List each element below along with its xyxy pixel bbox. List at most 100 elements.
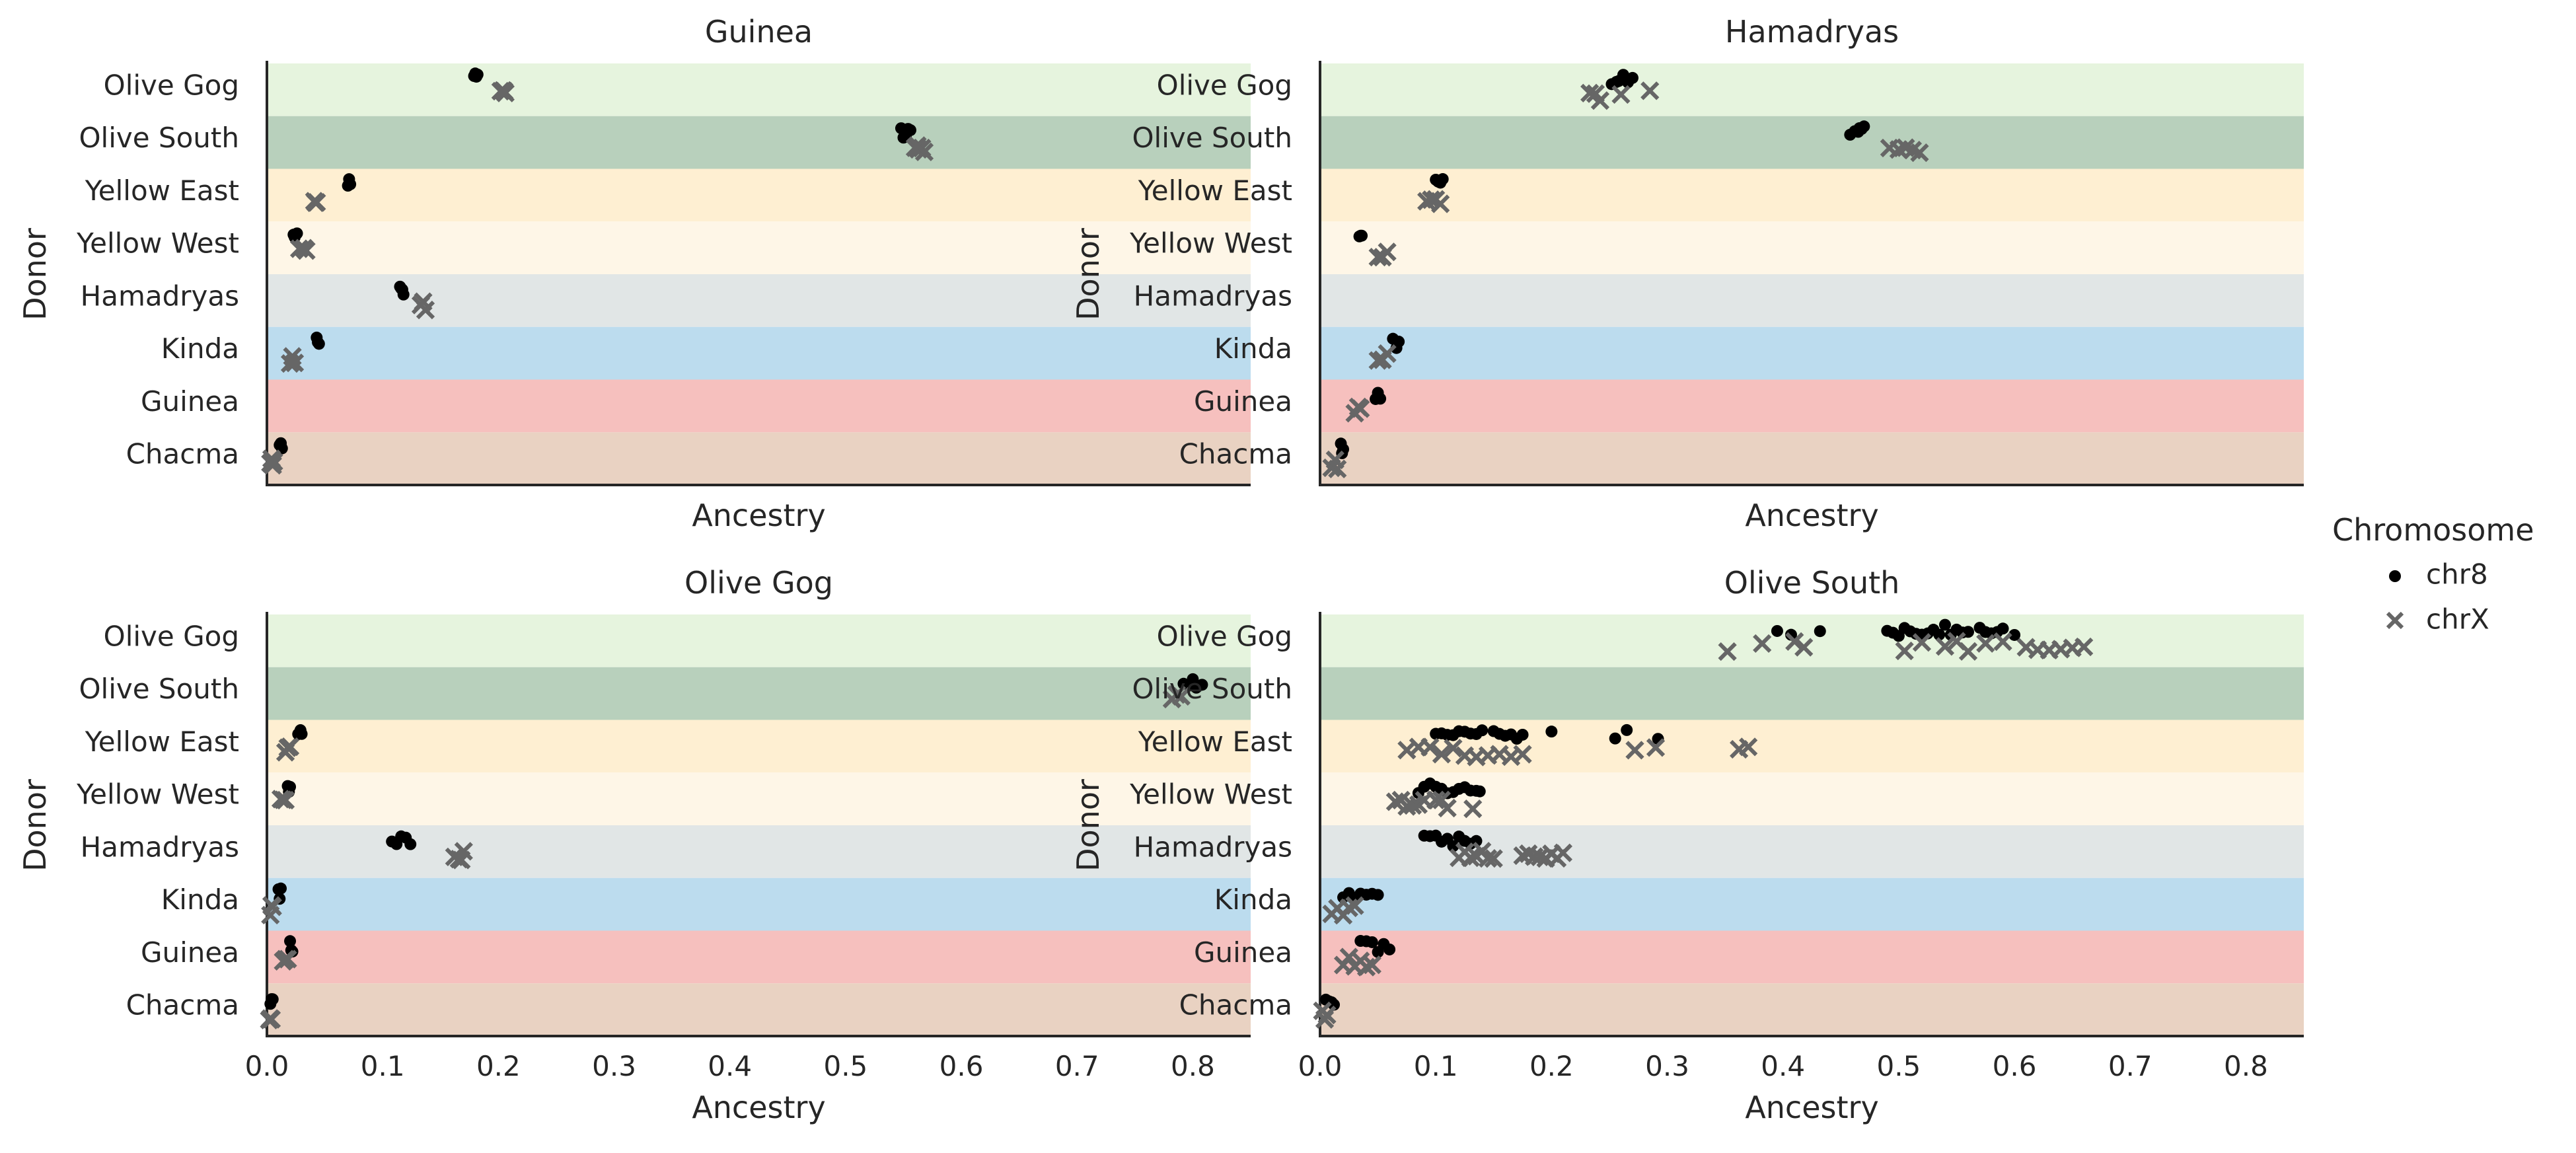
point-chr8 (1328, 998, 1341, 1011)
category-label: Hamadryas (81, 279, 239, 312)
y-axis-label: Donor (1070, 779, 1106, 872)
legend-label-chrx: chrX (2426, 603, 2489, 636)
x-tick-label: 0.4 (708, 1050, 752, 1082)
point-chrx (1739, 737, 1758, 757)
point-chrx (1362, 955, 1381, 975)
x-tick-label: 0.2 (1529, 1050, 1574, 1082)
band-yellow-west (267, 221, 1251, 274)
band-yellow-west (267, 772, 1251, 825)
point-chrx (1958, 642, 1978, 661)
category-label: Yellow East (85, 174, 239, 207)
category-label: Olive South (1132, 122, 1292, 154)
x-mark-icon (2386, 611, 2404, 630)
category-label: Chacma (1179, 989, 1292, 1022)
point-chr8 (1196, 679, 1208, 691)
y-axis-label: Donor (1070, 228, 1106, 320)
point-chr8 (1374, 392, 1387, 405)
band-kinda (267, 877, 1251, 931)
point-chr8 (1853, 122, 1866, 135)
point-chrx (1484, 849, 1503, 868)
point-chrx (1478, 849, 1498, 868)
x-axis-label: Ancestry (692, 498, 825, 533)
category-label: Olive South (79, 673, 239, 705)
point-chrx (1431, 194, 1450, 213)
point-chrx (1646, 738, 1666, 757)
category-label: Yellow East (1138, 725, 1292, 758)
point-chr8 (2008, 628, 2021, 641)
point-chrx (1718, 642, 1737, 661)
category-label: Olive Gog (104, 620, 239, 652)
x-tick-label: 0.8 (2224, 1050, 2268, 1082)
point-chr8 (1997, 622, 2009, 635)
point-chr8 (284, 780, 297, 793)
point-chr8 (1612, 75, 1625, 87)
band-chacma (267, 983, 1251, 1036)
point-chrx (1590, 91, 1610, 110)
point-chr8 (404, 838, 417, 850)
category-label: Olive South (1132, 673, 1292, 705)
point-chr8 (275, 437, 287, 449)
panel-title: Olive South (1724, 565, 1900, 601)
point-chrx (1378, 344, 1397, 363)
dot-icon (2389, 570, 2401, 582)
point-chr8 (1609, 732, 1621, 745)
legend: Chromosome chr8 chrX (2332, 512, 2534, 636)
point-chr8 (1393, 336, 1405, 348)
panel-title: Hamadryas (1725, 14, 1899, 50)
point-chrx (1444, 739, 1463, 758)
point-chrx (262, 1010, 281, 1029)
point-chrx (908, 136, 927, 155)
point-chr8 (284, 935, 297, 948)
point-chr8 (1383, 943, 1396, 955)
category-label: Olive Gog (1157, 620, 1292, 652)
category-label: Kinda (1214, 883, 1292, 916)
point-chrx (1910, 143, 1929, 163)
band-hamadryas (267, 825, 1251, 878)
point-chrx (1368, 248, 1387, 267)
point-chrx (1403, 796, 1422, 815)
band-guinea (267, 379, 1251, 433)
point-chr8 (1366, 936, 1378, 948)
band-chacma (267, 432, 1251, 485)
x-tick-label: 0.7 (1055, 1050, 1099, 1082)
panel-olive-south: Olive Gog Olive South Yellow East Yellow We… (1070, 565, 2304, 1125)
point-chrx (263, 456, 282, 475)
panel-title: Olive Gog (684, 565, 833, 601)
point-chr8 (1545, 725, 1558, 738)
point-chr8 (295, 727, 308, 740)
point-chrx (1912, 633, 1932, 652)
category-label: Chacma (1179, 438, 1292, 470)
point-chr8 (275, 882, 287, 895)
x-axis-label: Ancestry (1745, 1090, 1878, 1125)
point-chrx (285, 353, 305, 373)
point-chrx (1625, 741, 1644, 760)
category-label: Guinea (141, 936, 239, 969)
x-axis-label: Ancestry (692, 1090, 825, 1125)
band-hamadryas (1320, 274, 2304, 327)
category-label: Kinda (161, 883, 239, 916)
y-axis-label: Donor (17, 779, 53, 872)
x-tick-label: 0.6 (1993, 1050, 2037, 1082)
category-label: Kinda (1214, 332, 1292, 365)
point-chr8 (395, 282, 408, 295)
band-chacma (1320, 432, 2304, 485)
category-label: Yellow West (76, 227, 239, 260)
category-label: Hamadryas (81, 831, 239, 863)
point-chr8 (1626, 71, 1638, 84)
point-chrx (263, 897, 282, 916)
point-chrx (1378, 242, 1397, 262)
band-olive-gog (267, 614, 1251, 667)
category-label: Chacma (126, 438, 239, 470)
facet-panels: Olive Gog Olive South Yellow East Yellow We… (17, 14, 2304, 1125)
point-chrx (1167, 685, 1187, 704)
point-chr8 (266, 993, 279, 1006)
point-chrx (1461, 848, 1480, 868)
band-kinda (1320, 877, 2304, 931)
x-tick-label: 0.0 (245, 1050, 289, 1082)
category-label: Olive South (79, 122, 239, 154)
x-tick-label: 0.0 (1298, 1050, 1343, 1082)
x-tick-label: 0.3 (592, 1050, 636, 1082)
point-chrx (1420, 737, 1440, 757)
band-yellow-west (1320, 221, 2304, 274)
